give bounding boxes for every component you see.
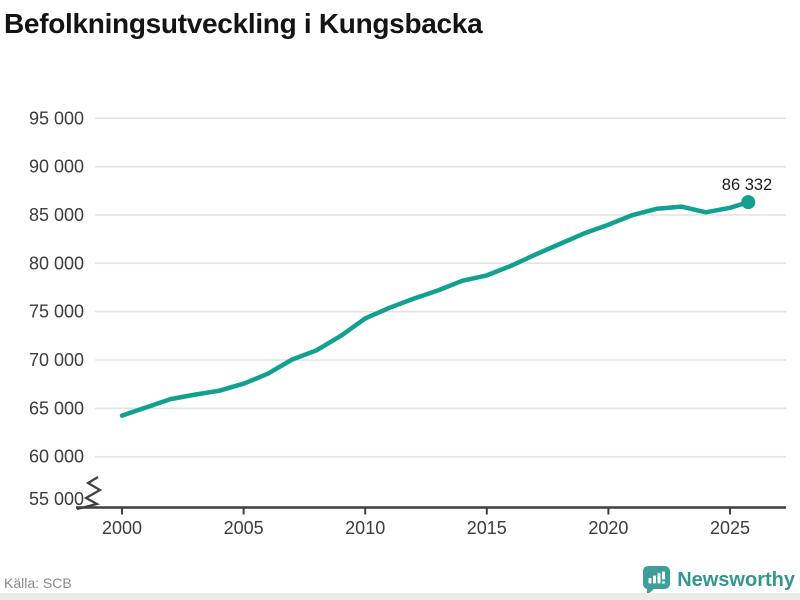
latest-value-label: 86 332 <box>722 176 772 194</box>
x-tick-label: 2000 <box>102 518 142 538</box>
latest-value-dot <box>741 195 756 210</box>
y-axis-labels: 95 000 90 000 85 000 80 000 75 000 70 000 65 0… <box>29 108 84 509</box>
x-axis-labels: 2000 2005 2010 2015 2020 2025 <box>102 518 750 538</box>
population-series-line <box>119 199 751 418</box>
newsworthy-logo[interactable]: Newsworthy <box>643 566 795 595</box>
y-tick-label: 85 000 <box>29 205 84 225</box>
newsworthy-pin-icon <box>643 566 671 595</box>
x-tick-label: 2015 <box>467 518 507 538</box>
y-tick-label: 90 000 <box>29 157 84 177</box>
y-tick-label: 95 000 <box>29 108 84 128</box>
source-attribution: Källa: SCB <box>4 575 72 591</box>
y-tick-label: 65 000 <box>29 398 84 418</box>
x-tick-label: 2025 <box>710 518 750 538</box>
y-tick-label: 70 000 <box>29 350 84 370</box>
window-bottom-edge <box>0 593 800 600</box>
y-tick-label: 80 000 <box>29 253 84 273</box>
x-tick-label: 2005 <box>224 518 264 538</box>
gridlines <box>95 117 786 458</box>
y-tick-label: 60 000 <box>29 447 84 467</box>
y-tick-label: 75 000 <box>29 302 84 322</box>
axis-break-icon <box>76 476 103 511</box>
x-tick-label: 2010 <box>345 518 385 538</box>
x-tick-label: 2020 <box>588 518 628 538</box>
chart-title: Befolkningsutveckling i Kungsbacka <box>4 8 483 39</box>
y-tick-label: 55 000 <box>29 489 84 509</box>
x-axis <box>76 506 786 515</box>
newsworthy-wordmark: Newsworthy <box>677 569 795 591</box>
